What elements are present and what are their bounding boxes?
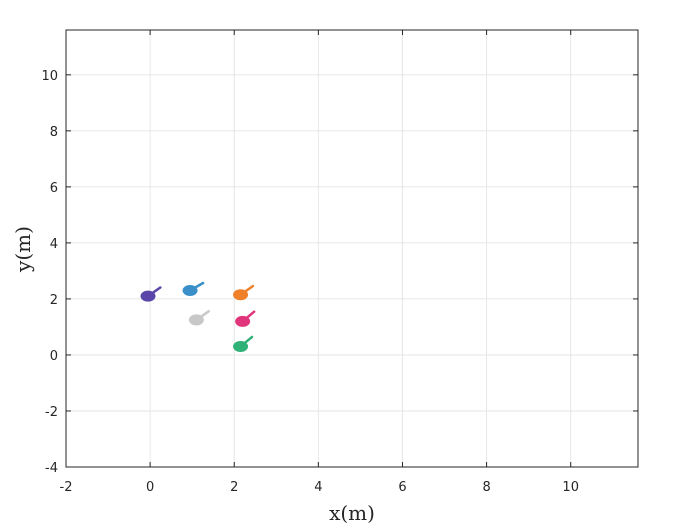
data-point	[188, 310, 210, 326]
x-tick-label: 8	[482, 480, 490, 495]
x-tick-label: -2	[60, 480, 73, 495]
heading-line	[245, 310, 256, 320]
x-tick-label: 4	[314, 480, 322, 495]
heading-line	[199, 310, 210, 319]
heading-line	[243, 335, 254, 345]
x-tick-label: 2	[230, 480, 238, 495]
heading-line	[150, 286, 162, 295]
grid-layer	[65, 30, 638, 468]
y-tick-label: 8	[50, 125, 58, 140]
heading-line	[243, 284, 255, 294]
point-marker	[182, 285, 198, 297]
x-axis-label: x(m)	[329, 501, 375, 525]
x-tick-label: 6	[398, 480, 406, 495]
data-points	[140, 281, 256, 353]
plot-area	[66, 30, 638, 467]
point-marker	[233, 341, 249, 353]
point-marker	[188, 314, 204, 326]
y-tick-label: 0	[50, 349, 58, 364]
x-tick-labels: -2 0 2 4 6 8 10	[60, 480, 579, 495]
y-tick-label: 4	[50, 237, 58, 252]
point-marker	[233, 289, 249, 301]
y-tick-label: -2	[45, 405, 58, 420]
data-point	[233, 284, 255, 301]
y-tick-label: -4	[45, 461, 58, 476]
plot-frame	[65, 29, 639, 468]
x-tick-label: 0	[146, 480, 154, 495]
data-point	[233, 335, 254, 353]
x-tick-label: 10	[562, 480, 579, 495]
data-point	[182, 281, 205, 297]
point-marker	[235, 315, 251, 327]
y-tick-labels: -4 -2 0 2 4 6 8 10	[41, 69, 58, 476]
data-point	[235, 310, 256, 327]
point-marker	[140, 290, 156, 302]
y-tick-label: 6	[50, 181, 58, 196]
tick-marks	[65, 30, 638, 468]
data-point	[140, 286, 162, 302]
y-tick-label: 10	[41, 69, 58, 84]
y-axis-label: y(m)	[11, 226, 35, 273]
y-tick-label: 2	[50, 293, 58, 308]
